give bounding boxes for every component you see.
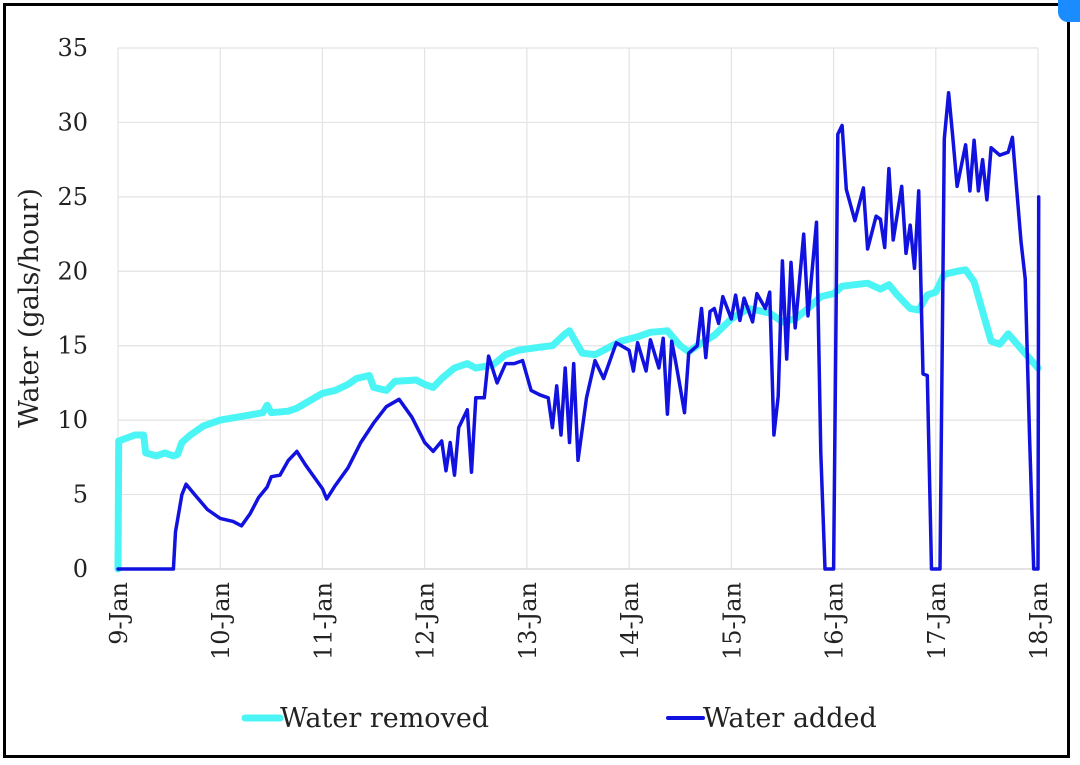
y-tick-label: 20	[57, 257, 88, 285]
corner-badge	[1058, 0, 1080, 22]
x-tick-label: 16-Jan	[821, 582, 849, 660]
y-tick-label: 25	[57, 183, 88, 211]
x-tick-label: 11-Jan	[309, 582, 337, 660]
y-tick-label: 0	[73, 555, 88, 583]
series-lines	[114, 90, 1042, 573]
y-tick-label: 10	[57, 406, 88, 434]
x-tick-label: 13-Jan	[514, 582, 542, 660]
x-tick-label: 17-Jan	[923, 582, 951, 660]
x-tick-label: 14-Jan	[616, 582, 644, 660]
grid	[117, 47, 1039, 569]
y-tick-label: 35	[57, 34, 88, 62]
series-line-water-added	[116, 90, 1041, 571]
y-tick-label: 5	[73, 481, 88, 509]
x-axis-ticks: 9-Jan 10-Jan 11-Jan 12-Jan 13-Jan 14-Jan 15-Ja…	[105, 582, 1053, 660]
legend-label: Water added	[703, 703, 877, 734]
y-axis-title: Water (gals/hour)	[14, 188, 45, 428]
x-tick-label: 15-Jan	[718, 582, 746, 660]
legend-label: Water removed	[280, 703, 489, 734]
x-tick-label: 18-Jan	[1025, 582, 1053, 660]
x-tick-label: 12-Jan	[412, 582, 440, 660]
y-tick-label: 30	[57, 108, 88, 136]
y-tick-label: 15	[57, 332, 88, 360]
x-tick-label: 10-Jan	[207, 582, 235, 660]
x-tick-label: 9-Jan	[105, 582, 133, 645]
series-line-water-removed	[114, 266, 1042, 573]
y-axis-ticks: 0 5 10 15 20 25 30 35	[57, 34, 88, 583]
chart-frame	[3, 3, 1070, 758]
legend: Water removed Water added	[241, 703, 877, 734]
